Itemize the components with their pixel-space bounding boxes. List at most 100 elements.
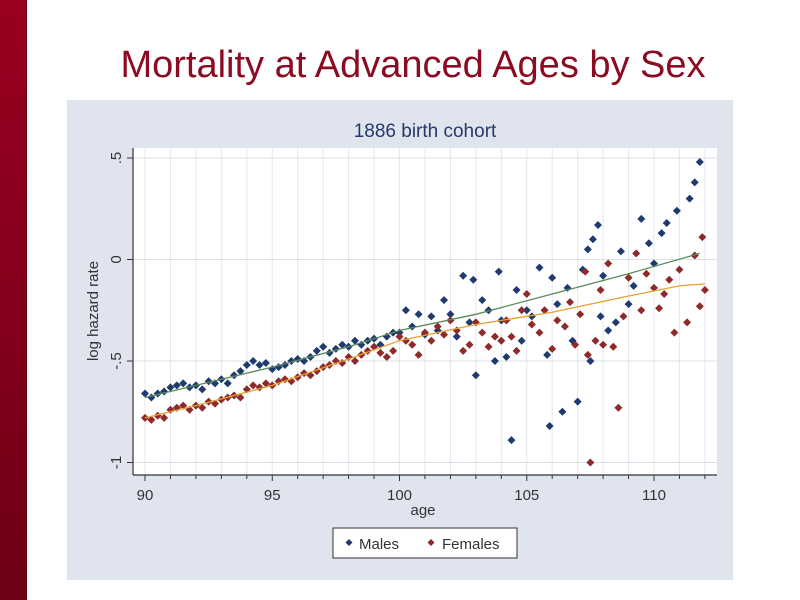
males-point <box>522 306 531 315</box>
females-point <box>586 458 595 467</box>
females-point <box>571 340 580 349</box>
males-point <box>517 336 526 345</box>
females-point <box>599 340 608 349</box>
males-point <box>249 357 258 365</box>
females-point <box>427 336 436 345</box>
females-point <box>591 336 600 345</box>
females-point <box>624 273 633 282</box>
males-point <box>596 312 605 321</box>
females-point <box>261 379 270 388</box>
legend-males-marker <box>345 539 353 546</box>
females-point <box>153 411 162 420</box>
females-point <box>535 328 544 337</box>
y-tick-label: -1 <box>108 456 125 469</box>
females-point <box>700 285 709 294</box>
females-point <box>484 342 493 351</box>
females-point <box>160 413 169 422</box>
y-axis-label: log hazard rate <box>85 261 102 361</box>
males-point <box>414 310 423 319</box>
females-point <box>478 328 487 337</box>
females-point <box>665 275 674 284</box>
females-point <box>446 316 455 325</box>
males-point <box>657 229 666 238</box>
males-point <box>624 300 633 309</box>
females-point <box>507 332 516 341</box>
males-point <box>548 273 557 282</box>
males-point <box>223 379 232 388</box>
females-point <box>236 393 245 402</box>
x-tick-label: 105 <box>514 487 539 504</box>
males-point <box>558 407 567 416</box>
females-point <box>660 290 669 299</box>
females-point <box>452 326 461 335</box>
x-tick-label: 100 <box>387 487 412 504</box>
males-point <box>255 361 264 370</box>
females-point <box>217 395 226 404</box>
males-point <box>459 271 468 280</box>
legend: Males Females <box>332 527 518 559</box>
males-point <box>465 318 474 327</box>
males-point <box>637 214 646 223</box>
x-tick-label: 110 <box>642 487 666 504</box>
legend-females-label: Females <box>442 536 500 553</box>
females-point <box>522 290 531 299</box>
males-point <box>543 350 552 359</box>
males-point <box>166 383 175 392</box>
males-point <box>141 389 149 398</box>
females-point <box>512 346 521 355</box>
females-point <box>350 357 359 365</box>
females-point <box>459 346 468 355</box>
males-point <box>527 312 536 321</box>
males-point <box>695 158 704 167</box>
males-point <box>471 371 480 380</box>
males-point <box>261 359 270 368</box>
females-point <box>382 352 391 361</box>
males-point <box>427 312 436 321</box>
females-point <box>604 259 613 268</box>
males-point <box>478 296 487 305</box>
y-tick-label: -.5 <box>108 352 125 370</box>
males-point <box>160 387 169 396</box>
females-point <box>274 377 283 386</box>
females-point <box>642 269 651 278</box>
males-point <box>452 332 461 341</box>
females-point <box>517 306 526 315</box>
females-point <box>655 304 664 313</box>
males-point <box>319 342 328 351</box>
females-point <box>389 346 398 355</box>
males-point <box>469 275 478 284</box>
females-point <box>581 267 590 276</box>
males-point <box>236 367 245 376</box>
males-point <box>172 381 181 390</box>
chart-title: 1886 birth cohort <box>354 121 497 142</box>
grid <box>133 148 717 475</box>
females-point <box>698 233 707 242</box>
males-point <box>338 340 347 349</box>
males-point <box>685 194 694 203</box>
males-point <box>198 385 207 394</box>
females-point <box>670 328 679 337</box>
females-point <box>560 322 569 331</box>
females-point <box>619 312 628 321</box>
females-fit-line <box>144 283 705 419</box>
females-point <box>553 316 562 325</box>
females-point <box>204 397 213 406</box>
females-point <box>527 320 536 329</box>
males-point <box>662 218 671 227</box>
females-point <box>440 330 449 339</box>
females-point <box>583 350 592 359</box>
females-point <box>420 328 429 337</box>
males-point <box>594 220 603 229</box>
males-point <box>350 336 359 345</box>
males-point <box>629 281 638 290</box>
legend-males-label: Males <box>359 536 399 553</box>
males-point <box>672 206 681 215</box>
females-point <box>433 322 442 331</box>
females-point <box>540 306 549 315</box>
males-point <box>535 263 544 272</box>
males-point <box>502 352 511 361</box>
males-point <box>490 357 499 365</box>
males-point <box>376 340 385 349</box>
y-tick-label: .5 <box>108 152 125 165</box>
females-point <box>576 310 585 319</box>
